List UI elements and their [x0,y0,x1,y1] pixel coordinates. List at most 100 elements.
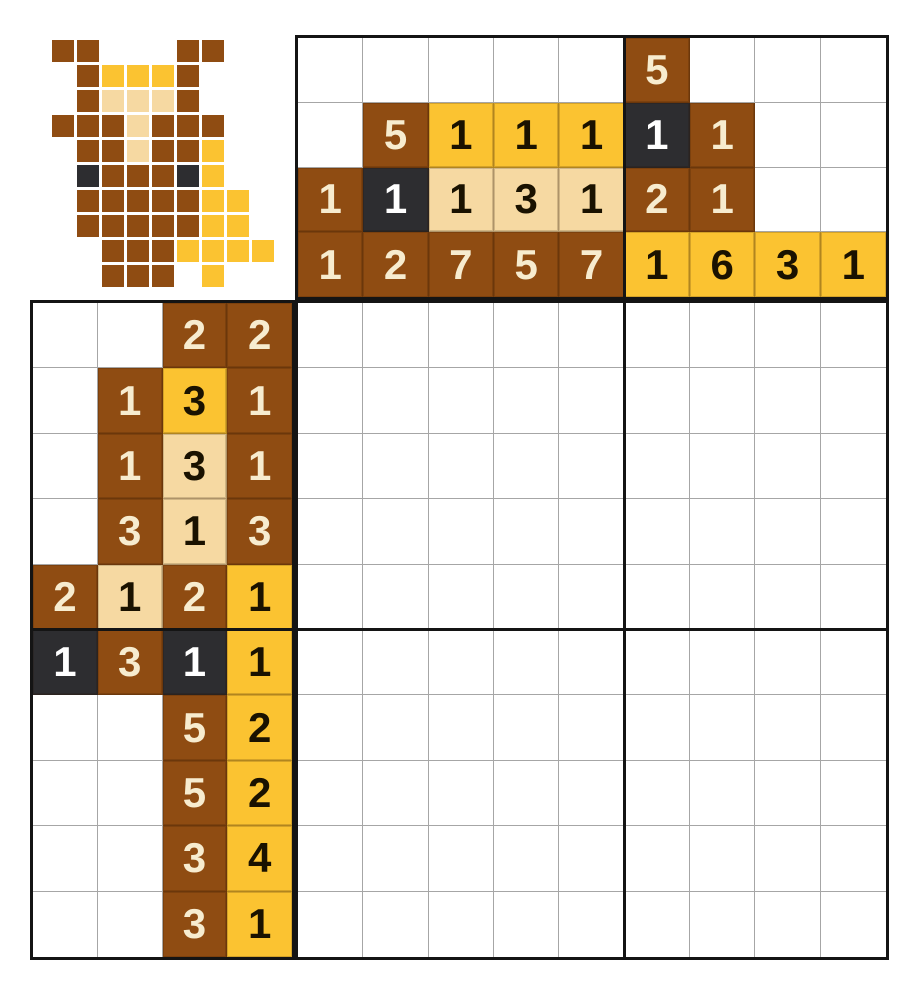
preview-pixel [52,115,74,137]
grid-cell[interactable] [755,630,821,696]
grid-cell[interactable] [559,303,625,369]
grid-cell[interactable] [298,303,364,369]
grid-cell[interactable] [363,368,429,434]
preview-pixel [177,140,199,162]
grid-cell[interactable] [298,499,364,565]
grid-cell[interactable] [428,760,494,827]
preview-pixel [152,215,174,237]
grid-cell[interactable] [428,630,494,696]
grid-cell[interactable] [690,303,756,369]
grid-cell[interactable] [755,303,821,369]
grid-cell[interactable] [820,695,886,761]
grid-cell[interactable] [363,433,429,500]
grid-cell[interactable] [298,368,364,434]
grid-cell[interactable] [624,368,690,434]
grid-cell[interactable] [429,891,494,957]
preview-pixel [177,165,199,187]
grid-cell[interactable] [494,433,560,500]
grid-cell[interactable] [298,630,364,696]
grid-cell[interactable] [494,630,560,696]
grid-cell[interactable] [428,433,494,500]
grid-cell[interactable] [363,303,429,369]
grid-cell[interactable] [494,499,560,565]
grid-cell[interactable] [820,565,886,630]
grid-cell[interactable] [559,695,625,761]
grid-cell[interactable] [690,826,756,892]
grid-cell[interactable] [624,499,690,565]
grid-cell[interactable] [690,368,756,434]
preview-pixel [177,90,199,112]
grid-cell[interactable] [690,760,756,827]
grid-cell[interactable] [624,433,690,500]
grid-cell[interactable] [559,499,625,565]
grid-cell[interactable] [494,564,560,630]
grid-cell[interactable] [428,303,494,369]
grid-cell[interactable] [755,826,821,892]
grid-cell[interactable] [428,695,494,761]
grid-cell[interactable] [298,433,364,500]
grid-cell[interactable] [559,433,625,500]
grid-cell[interactable] [363,499,429,565]
grid-cell[interactable] [755,499,821,565]
grid-cell[interactable] [298,760,364,827]
grid-cell[interactable] [559,891,625,957]
grid-cell[interactable] [559,564,625,630]
grid-cell[interactable] [494,760,560,827]
grid-cell[interactable] [363,564,429,630]
grid-cell[interactable] [625,891,690,957]
grid-cell[interactable] [624,303,690,369]
grid-cell[interactable] [820,630,886,696]
grid-cell[interactable] [690,891,756,957]
grid-cell[interactable] [428,368,494,434]
grid-cell[interactable] [821,892,886,957]
grid-cell[interactable] [624,695,690,761]
grid-cell[interactable] [494,303,560,369]
grid-cell[interactable] [428,564,494,630]
grid-cell[interactable] [755,368,821,434]
grid-cell[interactable] [690,630,756,696]
grid-cell[interactable] [624,564,690,630]
grid-cell[interactable] [690,499,756,565]
grid-cell[interactable] [755,891,821,957]
grid-cell[interactable] [755,760,821,827]
preview-pixel [127,190,149,212]
preview-empty-pixel [227,65,249,87]
grid-cell[interactable] [624,826,690,892]
grid-cell[interactable] [559,826,625,892]
grid-cell[interactable] [820,434,886,500]
grid-cell[interactable] [298,695,364,761]
grid-cell[interactable] [559,760,625,827]
grid-cell[interactable] [494,368,560,434]
grid-cell[interactable] [755,695,821,761]
grid-cell[interactable] [428,826,494,892]
grid-cell[interactable] [820,303,886,369]
grid-cell[interactable] [690,564,756,630]
grid-cell[interactable] [494,891,560,957]
grid-cell[interactable] [428,499,494,565]
grid-cell[interactable] [755,564,821,630]
grid-cell[interactable] [298,891,364,957]
grid-cell[interactable] [820,826,886,892]
grid-cell[interactable] [363,760,429,827]
grid-cell[interactable] [363,891,429,957]
grid-cell[interactable] [363,630,429,696]
grid-cell[interactable] [624,630,690,696]
grid-cell[interactable] [755,433,821,500]
grid-cell[interactable] [494,695,560,761]
grid-cell[interactable] [363,695,429,761]
grid-cell[interactable] [690,695,756,761]
grid-cell[interactable] [559,630,625,696]
grid-cell[interactable] [298,826,364,892]
grid-cell[interactable] [298,564,364,630]
grid-cell[interactable] [690,433,756,500]
row-empty-clue-cell [33,760,98,827]
column-clue-cell: 1 [690,167,756,233]
grid-cell[interactable] [820,499,886,565]
grid-cell[interactable] [363,826,429,892]
grid-cell[interactable] [559,368,625,434]
grid-cell[interactable] [624,760,690,827]
grid-cell[interactable] [494,826,560,892]
row-empty-clue-cell [33,433,98,500]
grid-cell[interactable] [820,368,886,434]
grid-cell[interactable] [820,761,886,827]
